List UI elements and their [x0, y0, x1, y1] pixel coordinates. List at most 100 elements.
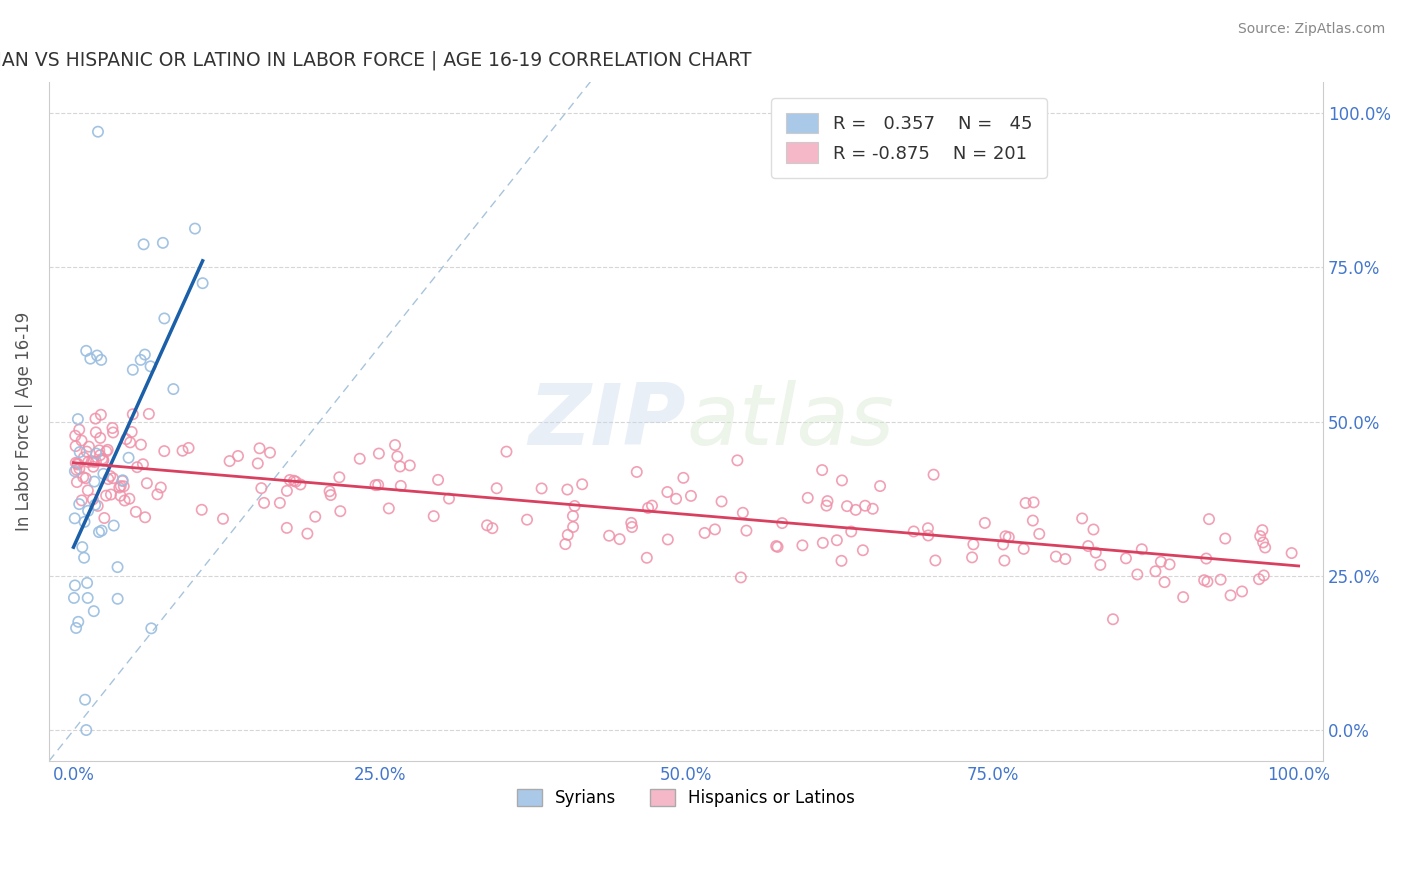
Point [1251, 535, 1274, 549]
Point [367, 478, 389, 492]
Point [90, 408, 112, 422]
Point [90, 352, 112, 367]
Point [637, 500, 659, 515]
Point [1150, 555, 1173, 569]
Point [146, 487, 169, 501]
Point [134, 510, 156, 524]
Point [554, 537, 576, 551]
Point [917, 521, 939, 535]
Point [67, 461, 90, 475]
Point [318, 484, 340, 499]
Point [212, 512, 235, 526]
Point [378, 501, 401, 516]
Point [72, 470, 94, 484]
Point [991, 537, 1014, 551]
Point [82, 492, 104, 507]
Point [134, 347, 156, 361]
Point [120, 435, 142, 450]
Point [65, 456, 87, 470]
Point [766, 540, 789, 554]
Point [367, 446, 389, 460]
Point [75, 723, 97, 737]
Point [135, 476, 157, 491]
Point [111, 474, 134, 488]
Point [76, 575, 98, 590]
Point [250, 481, 273, 495]
Point [97, 442, 120, 457]
Point [1230, 584, 1253, 599]
Point [1126, 567, 1149, 582]
Point [63, 511, 86, 525]
Point [609, 532, 631, 546]
Point [100, 487, 122, 501]
Point [329, 504, 352, 518]
Point [564, 499, 586, 513]
Point [107, 560, 129, 574]
Point [87, 524, 110, 539]
Point [735, 524, 758, 538]
Point [118, 491, 141, 506]
Point [796, 491, 818, 505]
Point [1281, 546, 1303, 560]
Point [1022, 514, 1045, 528]
Point [76, 483, 98, 498]
Point [75, 471, 97, 485]
Point [770, 516, 793, 530]
Point [129, 437, 152, 451]
Point [67, 423, 90, 437]
Point [1014, 496, 1036, 510]
Point [427, 473, 450, 487]
Point [1077, 539, 1099, 553]
Point [65, 439, 87, 453]
Point [349, 451, 371, 466]
Point [862, 501, 884, 516]
Point [672, 471, 695, 485]
Point [84, 455, 107, 469]
Point [917, 528, 939, 542]
Point [249, 442, 271, 456]
Point [70, 434, 93, 448]
Point [1213, 532, 1236, 546]
Point [191, 276, 214, 290]
Point [1153, 575, 1175, 590]
Point [1083, 523, 1105, 537]
Point [994, 529, 1017, 543]
Point [481, 521, 503, 535]
Point [75, 343, 97, 358]
Point [94, 489, 117, 503]
Point [817, 494, 839, 508]
Point [90, 524, 112, 538]
Point [562, 520, 585, 534]
Point [1090, 558, 1112, 572]
Point [1253, 568, 1275, 582]
Point [65, 428, 87, 442]
Point [91, 453, 114, 467]
Point [177, 441, 200, 455]
Point [364, 478, 387, 492]
Point [495, 444, 517, 458]
Point [792, 538, 814, 552]
Point [93, 511, 115, 525]
Point [437, 491, 460, 506]
Point [765, 539, 787, 553]
Point [830, 554, 852, 568]
Point [121, 425, 143, 439]
Point [86, 349, 108, 363]
Point [389, 459, 412, 474]
Point [66, 412, 89, 426]
Point [283, 474, 305, 488]
Point [811, 463, 834, 477]
Point [557, 483, 579, 497]
Point [269, 496, 291, 510]
Point [1071, 511, 1094, 525]
Point [641, 499, 664, 513]
Point [97, 472, 120, 486]
Point [626, 465, 648, 479]
Point [69, 445, 91, 459]
Point [153, 444, 176, 458]
Point [290, 477, 312, 491]
Point [63, 578, 86, 592]
Point [153, 311, 176, 326]
Point [66, 475, 89, 489]
Point [571, 477, 593, 491]
